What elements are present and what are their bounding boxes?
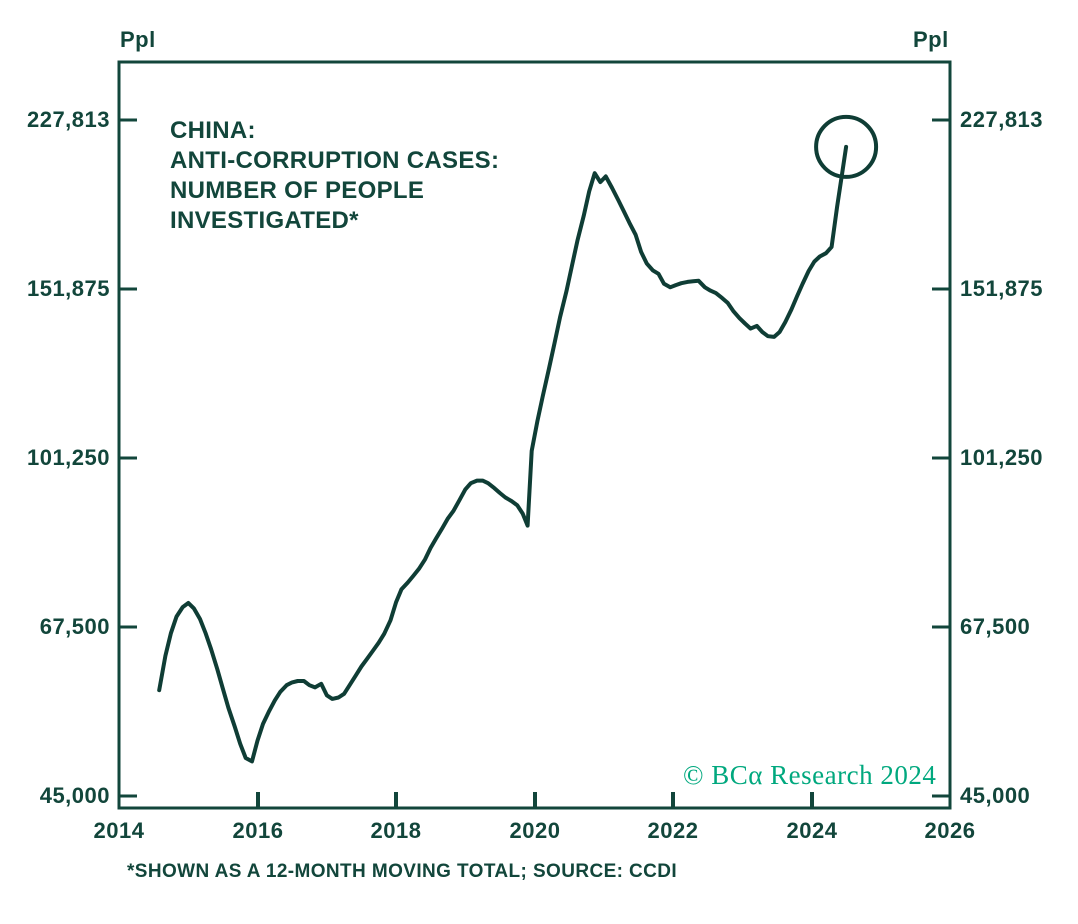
x-axis-tick-label: 2014 bbox=[93, 818, 145, 843]
data-line-people-investigated bbox=[157, 144, 849, 764]
latest-point-highlight-circle bbox=[814, 114, 879, 179]
y-axis-tick-label-left: 45,000 bbox=[39, 783, 110, 808]
x-axis-tick-label: 2016 bbox=[232, 818, 284, 843]
copyright-notice: © BCα Research 2024 bbox=[683, 760, 937, 790]
y-axis-tick-label-right: 45,000 bbox=[960, 783, 1031, 808]
x-axis-tick-label: 2018 bbox=[370, 818, 422, 843]
chart-title-line-2: ANTI-CORRUPTION CASES: bbox=[170, 147, 500, 174]
x-axis-tick-label: 2022 bbox=[647, 818, 699, 843]
x-axis-tick-label: 2024 bbox=[786, 818, 838, 843]
chart-title-line-4: INVESTIGATED* bbox=[170, 207, 359, 234]
y-axis-unit-label-left: Ppl bbox=[120, 27, 156, 52]
chart-title-line-3: NUMBER OF PEOPLE bbox=[170, 177, 425, 204]
chart-title: CHINA: ANTI-CORRUPTION CASES: NUMBER OF … bbox=[170, 116, 499, 236]
x-axis-tick-label: 2026 bbox=[924, 818, 976, 843]
y-axis-unit-label-right: Ppl bbox=[913, 27, 949, 52]
y-axis-tick-label-right: 101,250 bbox=[960, 445, 1044, 470]
y-axis-tick-label-left: 67,500 bbox=[39, 614, 110, 639]
y-axis-tick-label-left: 101,250 bbox=[26, 445, 110, 470]
footnote: *SHOWN AS A 12-MONTH MOVING TOTAL; SOURC… bbox=[127, 861, 678, 882]
y-axis-tick-label-left: 227,813 bbox=[26, 107, 110, 132]
x-axis-tick-label: 2020 bbox=[509, 818, 561, 843]
chart-title-line-1: CHINA: bbox=[170, 117, 256, 144]
y-axis-tick-label-left: 151,875 bbox=[26, 276, 110, 301]
y-axis-tick-label-right: 151,875 bbox=[960, 276, 1044, 301]
y-axis-tick-label-right: 227,813 bbox=[960, 107, 1044, 132]
y-axis-tick-label-right: 67,500 bbox=[960, 614, 1031, 639]
